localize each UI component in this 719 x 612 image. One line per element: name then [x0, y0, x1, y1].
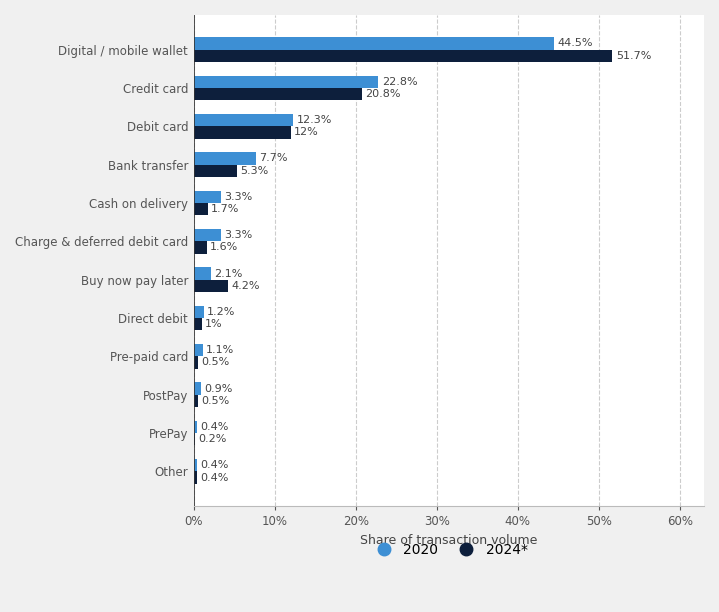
Bar — [194, 471, 197, 483]
Text: 20.8%: 20.8% — [365, 89, 401, 99]
Bar — [194, 229, 221, 241]
Text: 1.1%: 1.1% — [206, 345, 234, 355]
Text: 3.3%: 3.3% — [224, 230, 252, 240]
Text: 5.3%: 5.3% — [240, 166, 268, 176]
Bar — [194, 50, 613, 62]
Text: 1.6%: 1.6% — [210, 242, 238, 252]
Text: 1.7%: 1.7% — [211, 204, 239, 214]
Text: 12%: 12% — [294, 127, 319, 138]
Bar — [194, 37, 554, 50]
Text: 0.4%: 0.4% — [201, 422, 229, 432]
Text: 12.3%: 12.3% — [297, 115, 332, 125]
Bar — [194, 165, 237, 177]
Text: 1.2%: 1.2% — [207, 307, 235, 317]
Bar — [194, 382, 201, 395]
Text: 0.4%: 0.4% — [201, 460, 229, 470]
Bar — [194, 203, 208, 215]
Text: 22.8%: 22.8% — [382, 76, 417, 87]
Bar — [194, 76, 378, 88]
Text: 0.9%: 0.9% — [204, 384, 233, 394]
Text: 4.2%: 4.2% — [231, 281, 260, 291]
Text: 0.5%: 0.5% — [201, 396, 229, 406]
Bar — [194, 318, 202, 330]
Bar — [194, 126, 291, 138]
Bar — [194, 433, 196, 446]
Text: 44.5%: 44.5% — [557, 39, 593, 48]
Text: 0.2%: 0.2% — [198, 434, 227, 444]
Bar — [194, 114, 293, 126]
Bar — [194, 241, 207, 253]
Text: 51.7%: 51.7% — [615, 51, 651, 61]
Text: 1%: 1% — [205, 319, 223, 329]
Text: 3.3%: 3.3% — [224, 192, 252, 202]
Text: 7.7%: 7.7% — [260, 154, 288, 163]
X-axis label: Share of transaction volume: Share of transaction volume — [360, 534, 538, 547]
Text: 0.5%: 0.5% — [201, 357, 229, 367]
Bar — [194, 191, 221, 203]
Bar — [194, 267, 211, 280]
Bar — [194, 356, 198, 368]
Bar — [194, 421, 197, 433]
Bar — [194, 344, 203, 356]
Bar — [194, 280, 228, 292]
Text: 2.1%: 2.1% — [214, 269, 242, 278]
Legend: 2020, 2024*: 2020, 2024* — [365, 538, 533, 563]
Bar — [194, 88, 362, 100]
Bar — [194, 152, 256, 165]
Bar — [194, 459, 197, 471]
Bar — [194, 395, 198, 407]
Text: 0.4%: 0.4% — [201, 472, 229, 482]
Bar — [194, 306, 203, 318]
